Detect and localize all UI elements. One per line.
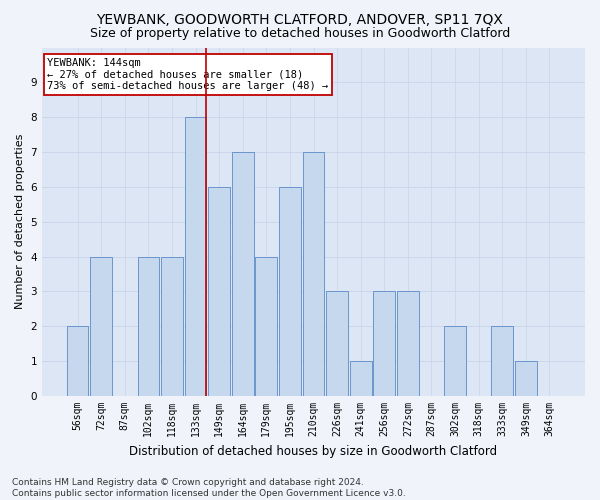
Bar: [350, 361, 371, 396]
Bar: [91, 256, 112, 396]
Text: Contains HM Land Registry data © Crown copyright and database right 2024.
Contai: Contains HM Land Registry data © Crown c…: [12, 478, 406, 498]
Bar: [326, 292, 348, 396]
Bar: [137, 256, 159, 396]
Bar: [232, 152, 254, 396]
Y-axis label: Number of detached properties: Number of detached properties: [15, 134, 25, 310]
Bar: [397, 292, 419, 396]
Bar: [185, 117, 206, 396]
Text: Size of property relative to detached houses in Goodworth Clatford: Size of property relative to detached ho…: [90, 28, 510, 40]
Bar: [256, 256, 277, 396]
Bar: [279, 187, 301, 396]
Bar: [302, 152, 325, 396]
Bar: [161, 256, 183, 396]
Bar: [373, 292, 395, 396]
Bar: [208, 187, 230, 396]
Bar: [491, 326, 513, 396]
Bar: [444, 326, 466, 396]
X-axis label: Distribution of detached houses by size in Goodworth Clatford: Distribution of detached houses by size …: [130, 444, 497, 458]
Bar: [67, 326, 88, 396]
Text: YEWBANK, GOODWORTH CLATFORD, ANDOVER, SP11 7QX: YEWBANK, GOODWORTH CLATFORD, ANDOVER, SP…: [97, 12, 503, 26]
Text: YEWBANK: 144sqm
← 27% of detached houses are smaller (18)
73% of semi-detached h: YEWBANK: 144sqm ← 27% of detached houses…: [47, 58, 329, 91]
Bar: [515, 361, 537, 396]
